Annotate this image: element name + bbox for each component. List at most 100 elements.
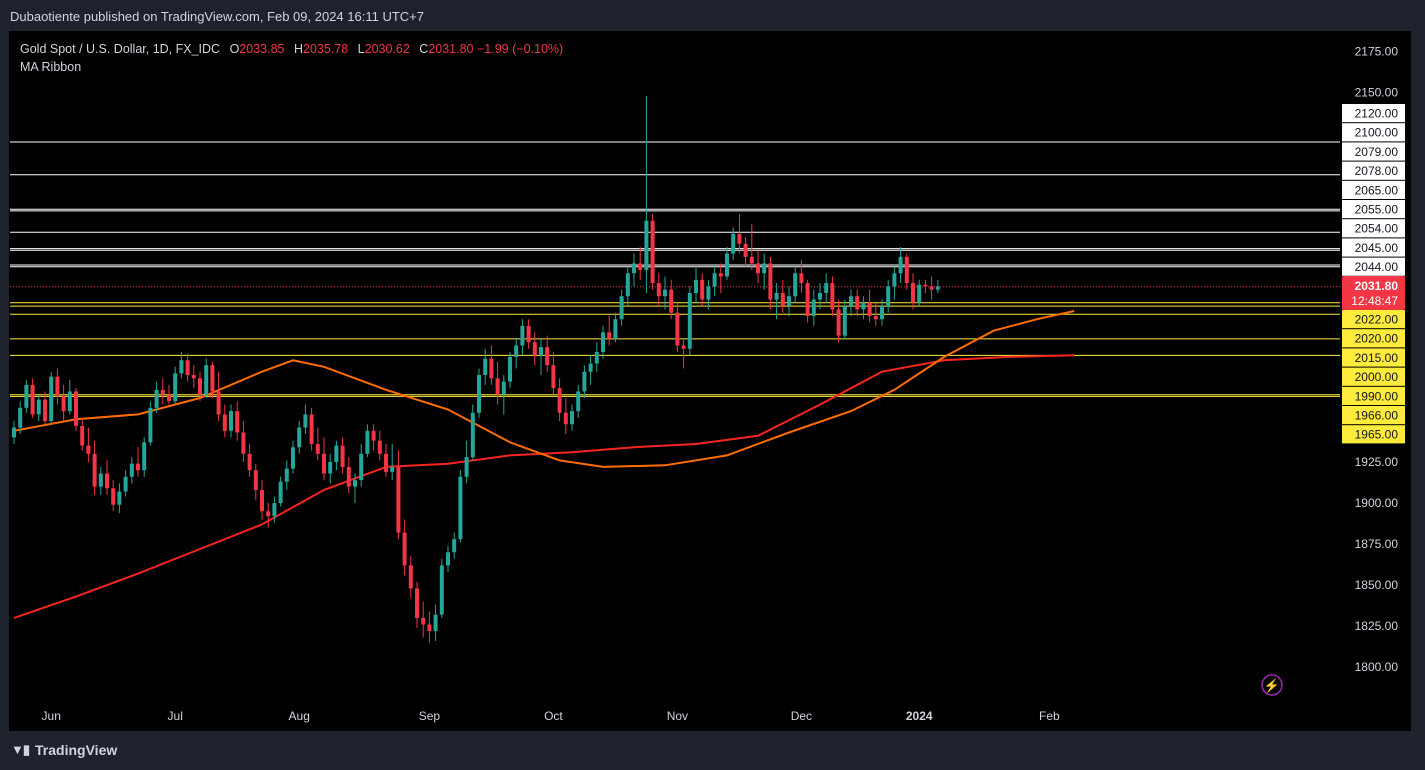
candle-body[interactable] — [377, 440, 382, 454]
candle-body[interactable] — [718, 273, 723, 277]
candle-body[interactable] — [824, 283, 829, 293]
candle-body[interactable] — [712, 273, 717, 287]
candle-body[interactable] — [247, 453, 252, 471]
level-price-tag[interactable] — [1342, 406, 1405, 425]
candle-body[interactable] — [24, 384, 29, 408]
candle-body[interactable] — [129, 463, 134, 477]
candle-body[interactable] — [619, 296, 624, 320]
candle-body[interactable] — [508, 356, 512, 382]
candle-body[interactable] — [452, 539, 457, 553]
candle-body[interactable] — [210, 365, 215, 392]
candle-body[interactable] — [588, 363, 593, 372]
candle-body[interactable] — [768, 263, 773, 300]
candle-body[interactable] — [663, 289, 667, 297]
candle-body[interactable] — [935, 286, 940, 290]
candle-body[interactable] — [18, 407, 23, 428]
candle-body[interactable] — [284, 468, 289, 482]
candle-body[interactable] — [532, 342, 537, 356]
level-price-tag[interactable] — [1342, 310, 1405, 329]
candle-body[interactable] — [80, 425, 85, 446]
candle-body[interactable] — [570, 411, 574, 425]
candle-body[interactable] — [142, 442, 147, 471]
candle-body[interactable] — [117, 491, 122, 505]
candle-body[interactable] — [743, 243, 748, 257]
candle-body[interactable] — [328, 462, 333, 474]
candle-body[interactable] — [384, 453, 388, 472]
candle-body[interactable] — [762, 263, 767, 274]
level-price-tag[interactable] — [1342, 142, 1405, 161]
ma-fast-line[interactable] — [13, 310, 1075, 468]
candle-body[interactable] — [675, 312, 680, 346]
level-price-tag[interactable] — [1342, 200, 1405, 219]
candle-body[interactable] — [669, 289, 674, 313]
candle-body[interactable] — [43, 399, 47, 421]
level-price-tag[interactable] — [1342, 425, 1405, 444]
candle-body[interactable] — [297, 427, 302, 448]
candle-body[interactable] — [179, 360, 184, 374]
candle-body[interactable] — [483, 358, 488, 376]
candle-body[interactable] — [514, 345, 519, 357]
candle-body[interactable] — [551, 365, 556, 389]
candle-body[interactable] — [439, 565, 444, 615]
candle-body[interactable] — [681, 345, 686, 349]
candle-body[interactable] — [160, 389, 165, 395]
candle-body[interactable] — [396, 466, 401, 533]
candle-body[interactable] — [780, 292, 785, 307]
candle-body[interactable] — [917, 284, 922, 303]
candle-body[interactable] — [185, 360, 190, 376]
candle-body[interactable] — [148, 407, 153, 443]
candle-body[interactable] — [272, 503, 277, 517]
candle-body[interactable] — [849, 296, 853, 307]
candle-body[interactable] — [315, 443, 320, 454]
candle-body[interactable] — [371, 430, 376, 441]
candle-body[interactable] — [911, 283, 915, 303]
candle-body[interactable] — [495, 378, 500, 395]
candle-body[interactable] — [836, 309, 841, 336]
candle-body[interactable] — [408, 565, 413, 589]
candle-body[interactable] — [421, 617, 426, 625]
candle-body[interactable] — [855, 296, 860, 310]
level-price-tag[interactable] — [1342, 123, 1405, 142]
candle-body[interactable] — [86, 445, 91, 454]
candle-body[interactable] — [340, 445, 345, 467]
candle-body[interactable] — [613, 319, 618, 339]
level-price-tag[interactable] — [1342, 180, 1405, 199]
current-price-tag[interactable] — [1342, 276, 1405, 310]
level-price-tag[interactable] — [1342, 367, 1405, 386]
candle-body[interactable] — [173, 373, 178, 402]
candle-body[interactable] — [873, 315, 878, 320]
candle-body[interactable] — [36, 399, 41, 415]
candle-body[interactable] — [774, 292, 779, 300]
candle-body[interactable] — [359, 453, 364, 481]
lightning-circle-icon[interactable] — [1261, 674, 1283, 696]
candle-body[interactable] — [830, 283, 835, 310]
candle-body[interactable] — [433, 614, 438, 632]
candle-body[interactable] — [811, 299, 816, 316]
candle-body[interactable] — [260, 489, 264, 512]
candle-body[interactable] — [458, 476, 463, 540]
candle-body[interactable] — [30, 384, 35, 415]
candle-body[interactable] — [74, 391, 78, 426]
candle-body[interactable] — [111, 488, 116, 505]
candle-body[interactable] — [706, 286, 711, 300]
candle-body[interactable] — [346, 466, 351, 487]
candle-body[interactable] — [563, 412, 568, 425]
candle-body[interactable] — [278, 481, 283, 504]
candle-body[interactable] — [818, 292, 822, 300]
candle-body[interactable] — [644, 220, 649, 270]
candle-body[interactable] — [470, 412, 475, 458]
candle-body[interactable] — [390, 466, 395, 472]
candle-body[interactable] — [303, 414, 308, 428]
candle-body[interactable] — [291, 447, 295, 469]
candle-body[interactable] — [886, 286, 891, 307]
candle-body[interactable] — [241, 432, 246, 454]
candle-body[interactable] — [67, 391, 72, 412]
candle-body[interactable] — [638, 263, 643, 270]
candle-body[interactable] — [167, 394, 171, 402]
candle-body[interactable] — [49, 376, 54, 421]
candle-body[interactable] — [98, 473, 103, 487]
chart-area[interactable] — [9, 31, 1411, 731]
candle-body[interactable] — [700, 279, 705, 300]
level-price-tag[interactable] — [1342, 238, 1405, 257]
level-price-tag[interactable] — [1342, 219, 1405, 238]
